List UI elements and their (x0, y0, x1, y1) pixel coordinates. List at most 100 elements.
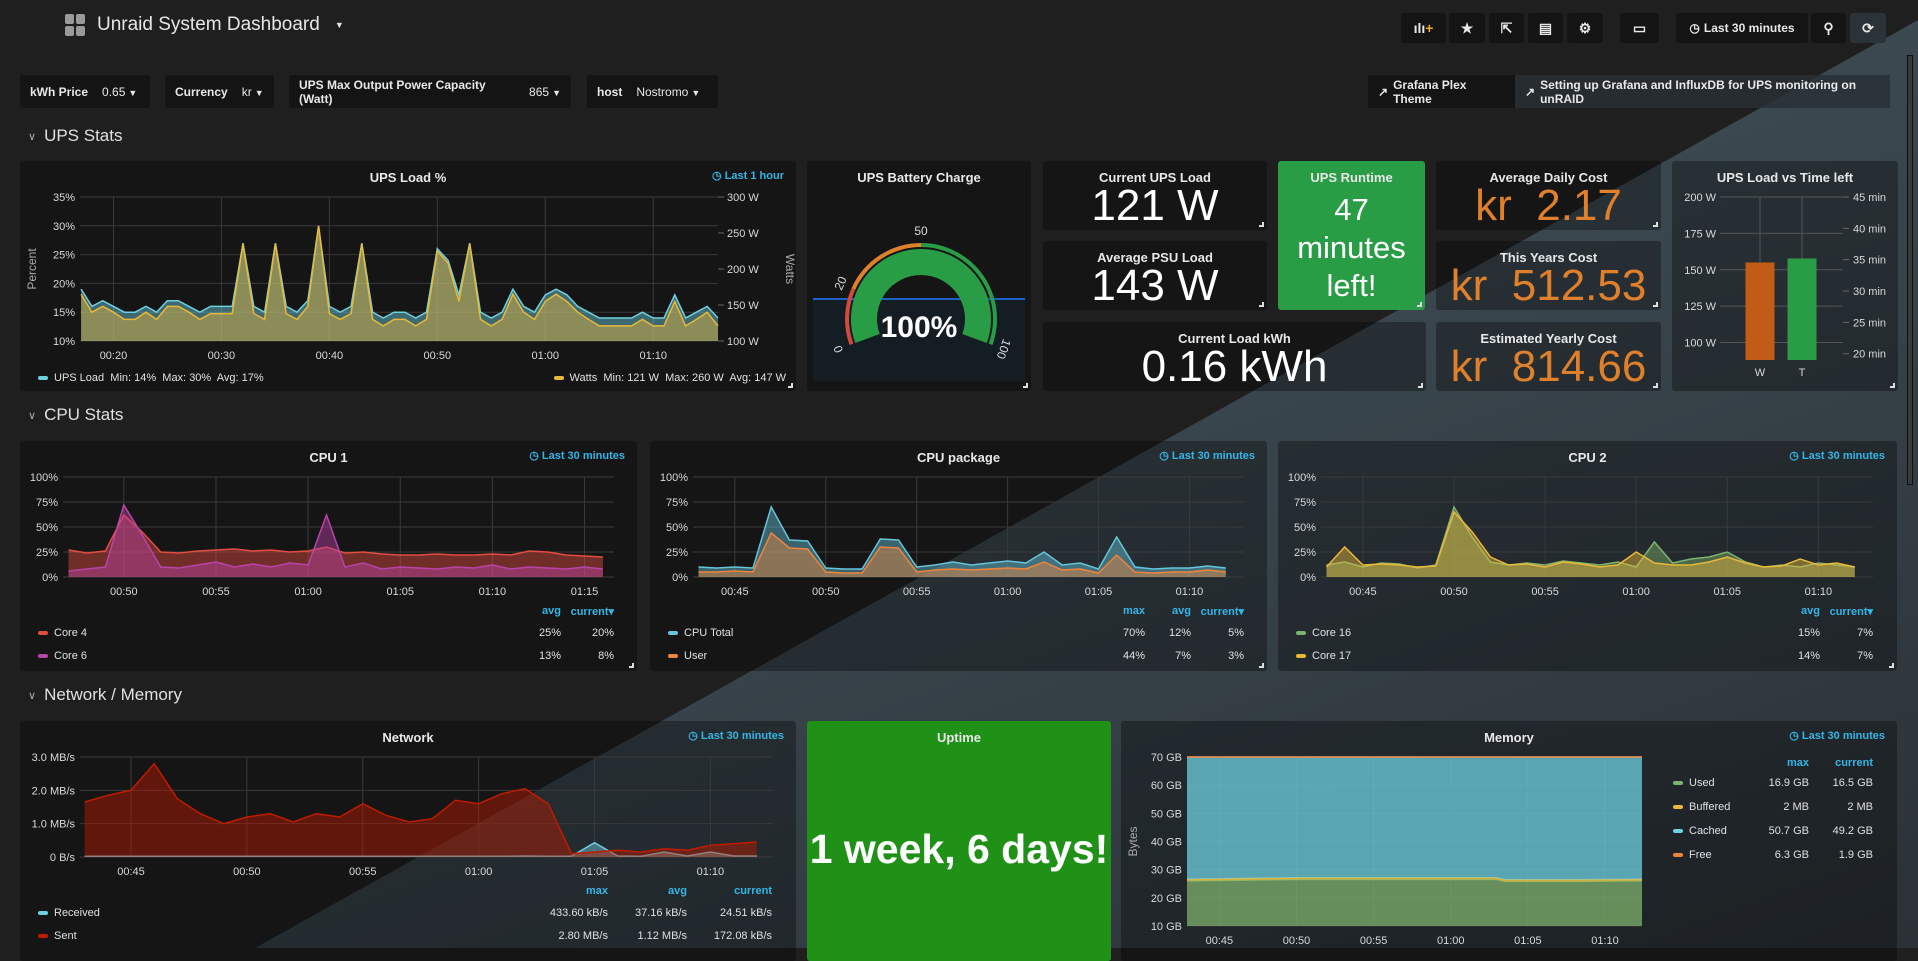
series-name: Core 16 (1312, 627, 1352, 639)
runtime-value: 47 minutes left! (1297, 192, 1406, 303)
x-tick-label: 00:55 (903, 586, 931, 598)
y-tick-label: 70 GB (1151, 752, 1182, 764)
legend-item[interactable]: Buffered (1673, 801, 1730, 813)
legend-current-value: 5% (1228, 627, 1244, 639)
refresh-button[interactable]: ⟳ (1850, 13, 1886, 43)
legend-item[interactable]: Core 6 (38, 650, 87, 662)
legend-item[interactable]: Sent (38, 930, 77, 942)
legend-avg-value: 13% (538, 650, 561, 662)
legend-item[interactable]: Core 16 (1296, 627, 1351, 639)
view-mode-button[interactable]: ▭ (1620, 13, 1659, 43)
variable-label: Currency (175, 84, 228, 99)
legend-header-avg[interactable]: avg (668, 885, 687, 897)
y-tick-label: 100% (30, 472, 58, 484)
legend-item[interactable]: Used (1673, 777, 1715, 789)
settings-button[interactable]: ⚙ (1567, 13, 1603, 43)
share-button[interactable]: ⇱ (1489, 13, 1524, 43)
x-tick-label: 01:00 (465, 866, 493, 878)
row-network-memory[interactable]: ∨ Network / Memory (28, 685, 182, 705)
row-ups-stats[interactable]: ∨ UPS Stats (28, 126, 122, 146)
variable-kwh-price[interactable]: kWh Price 0.65 ▼ (20, 75, 150, 108)
legend-item[interactable]: CPU Total (668, 627, 733, 639)
panel-title: Network (382, 730, 434, 745)
legend-header-current[interactable]: current (1835, 757, 1873, 769)
save-button[interactable]: ▤ (1528, 13, 1563, 43)
row-cpu-stats[interactable]: ∨ CPU Stats (28, 405, 123, 425)
panel-memory: 10 GB 20 GB 30 GB 40 GB 50 GB 60 GB 70 GB 00:45… (1121, 721, 1897, 961)
panel-title: This Years Cost (1499, 250, 1598, 265)
legend-header-current[interactable]: current▾ (570, 606, 614, 618)
gauge-tick-label: 50 (914, 224, 928, 238)
dashboard-title-button[interactable]: Unraid System Dashboard ▼ (65, 14, 344, 36)
scrollbar[interactable] (1907, 55, 1913, 485)
legend-item[interactable]: Core 17 (1296, 650, 1351, 662)
star-icon: ★ (1460, 19, 1474, 36)
y-tick-label: 50% (1294, 522, 1316, 534)
legend-header-avg[interactable]: avg (1172, 605, 1191, 617)
x-tick-label: 01:00 (1437, 935, 1465, 947)
series-swatch (668, 654, 678, 659)
legend-current-value: 8% (598, 650, 614, 662)
variable-host[interactable]: host Nostromo ▼ (587, 75, 718, 108)
y-tick-label: 0 B/s (50, 852, 76, 864)
panel-ups-load-vs-time: 100 W 125 W 150 W 175 W 200 W 20 min 25 min 30 … (1672, 161, 1898, 391)
legend-header-max[interactable]: max (1786, 757, 1809, 769)
series-swatch (38, 631, 48, 636)
clock-icon: ◷ (1689, 21, 1700, 35)
series-swatch (38, 654, 48, 659)
network-chart[interactable]: 0 B/s 1.0 MB/s 2.0 MB/s 3.0 MB/s 00:45 00:50 0… (20, 721, 796, 961)
x-tick-label: 00:50 (110, 586, 138, 598)
legend-watts[interactable]: Watts Min: 121 W Max: 260 W Avg: 147 W (553, 372, 786, 384)
variable-value: Nostromo ▼ (636, 84, 701, 99)
panel-estimated-yearly-cost: Estimated Yearly Cost kr 814.66 (1436, 322, 1661, 391)
y-tick-label: 60 GB (1151, 780, 1182, 792)
variable-currency[interactable]: Currency kr ▼ (165, 75, 274, 108)
time-picker-button[interactable]: ◷ Last 30 minutes (1676, 13, 1808, 43)
legend-header-avg[interactable]: avg (542, 605, 561, 617)
panel-current-load-kwh: Current Load kWh 0.16 kWh (1043, 322, 1426, 391)
ups-load-vs-time-chart[interactable]: 100 W 125 W 150 W 175 W 200 W 20 min 25 min 30 … (1672, 161, 1898, 391)
panel-uptime: Uptime 1 week, 6 days! (807, 721, 1111, 961)
legend-header-current[interactable]: current▾ (1829, 606, 1873, 618)
legend-item[interactable]: Core 4 (38, 627, 87, 639)
star-button[interactable]: ★ (1449, 13, 1485, 43)
series-swatch (1296, 631, 1306, 636)
link-setup-guide[interactable]: ↗ Setting up Grafana and InfluxDB for UPS… (1515, 75, 1890, 108)
legend-item[interactable]: User (668, 650, 707, 662)
tv-icon: ▭ (1632, 19, 1647, 36)
cpu-package-chart[interactable]: 0% 25% 50% 75% 100% 00:45 00:50 00:55 01:00 01:05… (650, 441, 1267, 671)
legend-max-value: 50.7 GB (1768, 825, 1809, 837)
series-line-ups-load (80, 225, 719, 320)
legend-item[interactable]: Cached (1673, 825, 1727, 837)
chevron-down-icon: ∨ (28, 130, 37, 143)
memory-chart[interactable]: 10 GB 20 GB 30 GB 40 GB 50 GB 60 GB 70 GB 00:45… (1121, 721, 1897, 961)
y-tick-label: 150 W (1684, 265, 1716, 277)
legend-header-max[interactable]: max (585, 885, 608, 897)
y-tick-label: 25% (36, 547, 58, 559)
legend-header-current[interactable]: current (734, 885, 772, 897)
cpu2-chart[interactable]: 0% 25% 50% 75% 100% 00:45 00:50 00:55 01:00 01:05… (1278, 441, 1897, 671)
gauge-tick-label: 0 (830, 343, 846, 354)
panel-title: UPS Runtime (1310, 170, 1393, 185)
ups-load-chart[interactable]: 10% 15% 20% 25% 30% 35% 100 W 150 W 200 W 250 W 30… (20, 161, 796, 391)
legend-header-current[interactable]: current▾ (1200, 606, 1244, 618)
link-grafana-plex-theme[interactable]: ↗ Grafana Plex Theme (1368, 75, 1515, 108)
legend-item[interactable]: Free (1673, 849, 1712, 861)
timeshift-label: ◷ Last 30 minutes (1789, 730, 1885, 742)
resize-handle[interactable] (788, 383, 793, 388)
legend-header-max[interactable]: max (1122, 605, 1145, 617)
legend-current-value: 7% (1857, 650, 1873, 662)
resize-handle[interactable] (1023, 383, 1028, 388)
legend-header-avg[interactable]: avg (1801, 605, 1820, 617)
add-panel-button[interactable]: ılı+ (1401, 13, 1446, 43)
cpu1-chart[interactable]: 0% 25% 50% 75% 100% 00:50 00:55 01:00 01:05 01:10… (20, 441, 637, 671)
x-tick-label: 01:10 (479, 586, 507, 598)
legend-item[interactable]: Received (38, 907, 100, 919)
panel-title: CPU package (916, 450, 1001, 465)
legend-max-value: 44% (1122, 650, 1145, 662)
timeshift-label: ◷ Last 30 minutes (529, 450, 625, 462)
zoom-out-button[interactable]: ⚲ (1811, 13, 1846, 43)
legend-ups-load[interactable]: UPS Load Min: 14% Max: 30% Avg: 17% (38, 372, 264, 384)
x-tick-label: 00:45 (1206, 935, 1234, 947)
variable-ups-max-power[interactable]: UPS Max Output Power Capacity (Watt) 865 ▼ (289, 75, 571, 108)
